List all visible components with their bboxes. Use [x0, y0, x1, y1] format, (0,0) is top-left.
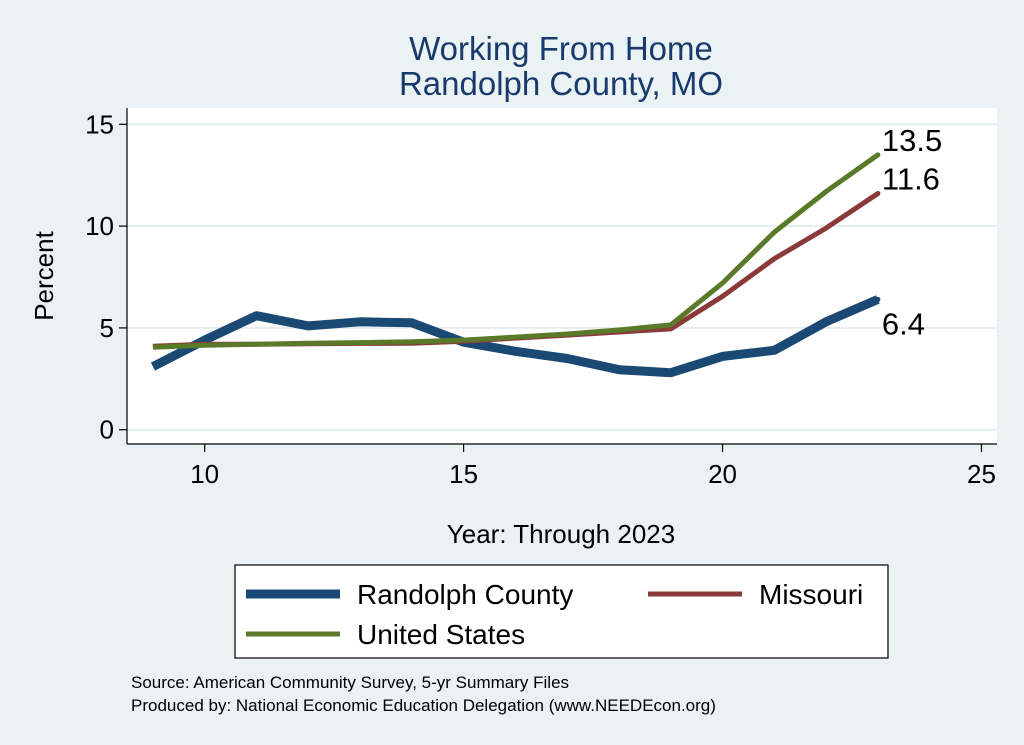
y-ticks: 0 5 10 15 [85, 109, 127, 445]
series-line-randolph-county [150, 295, 880, 378]
end-label-missouri: 11.6 [882, 162, 940, 197]
x-tick-label: 25 [967, 459, 996, 489]
y-tick-label: 5 [100, 313, 114, 343]
y-tick-label: 15 [85, 109, 114, 139]
legend-label: Missouri [759, 579, 863, 610]
x-tick-label: 15 [449, 459, 478, 489]
gridlines [127, 123, 997, 431]
y-tick-label: 10 [85, 211, 114, 241]
end-labels: 6.4 11.6 13.5 [875, 123, 942, 341]
series-line-united-states [152, 152, 880, 350]
chart-title-line-2: Randolph County, MO [399, 65, 723, 102]
end-label-united-states: 13.5 [882, 123, 942, 158]
chart-title-line-1: Working From Home [409, 30, 713, 67]
x-axis-label: Year: Through 2023 [447, 519, 675, 549]
plot-area [127, 108, 997, 444]
legend-box [234, 564, 889, 659]
end-label-randolph-county: 6.4 [882, 306, 925, 341]
end-point [875, 191, 881, 197]
legend-label: Randolph County [357, 579, 573, 610]
end-point [875, 152, 881, 158]
x-ticks: 10 15 20 25 [190, 444, 996, 489]
source-note: Source: American Community Survey, 5-yr … [131, 673, 569, 692]
legend-label: United States [357, 619, 525, 650]
end-point [875, 296, 881, 302]
producer-note: Produced by: National Economic Education… [131, 696, 716, 715]
y-tick-label: 0 [100, 415, 114, 445]
legend: Randolph County Missouri United States [246, 579, 863, 650]
y-axis-label: Percent [29, 230, 59, 320]
series-layer [150, 152, 880, 378]
x-tick-label: 10 [190, 459, 219, 489]
x-tick-label: 20 [708, 459, 737, 489]
